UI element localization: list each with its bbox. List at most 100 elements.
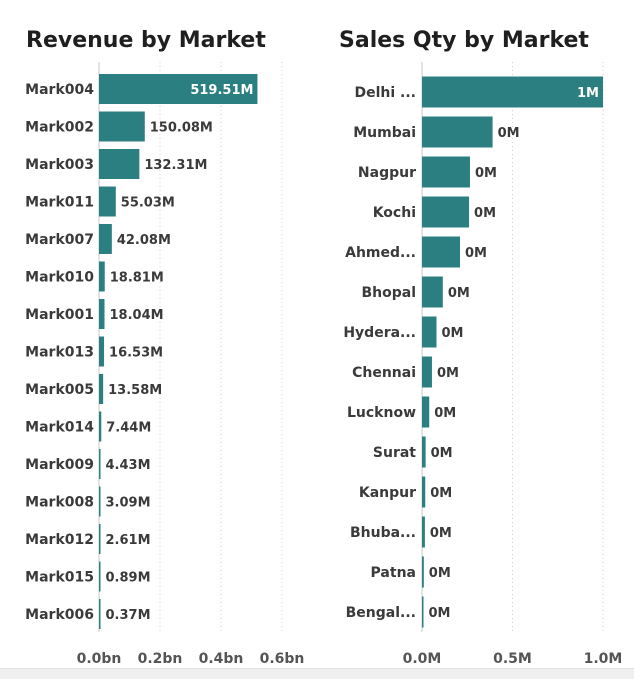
sales-qty-bar[interactable] (422, 276, 443, 308)
revenue-data-label: 2.61M (106, 533, 151, 548)
sales-qty-bar[interactable] (422, 156, 470, 188)
sales-qty-data-label: 0M (474, 206, 496, 221)
revenue-x-tick-label: 0.2bn (138, 651, 183, 667)
sales-qty-data-label: 0M (448, 286, 470, 301)
sales-qty-bar[interactable] (422, 116, 493, 148)
revenue-data-label: 18.04M (110, 308, 164, 323)
sales-qty-data-label: 0M (498, 126, 520, 141)
sales-qty-data-label: 0M (434, 406, 456, 421)
sales-qty-category-label: Mumbai (353, 125, 416, 141)
revenue-data-label: 4.43M (106, 458, 151, 473)
sales-qty-category-label: Bhuba... (350, 525, 416, 541)
revenue-x-tick-label: 0.6bn (260, 651, 305, 667)
revenue-category-label: Mark007 (25, 232, 94, 248)
sales-qty-category-label: Nagpur (358, 165, 416, 181)
revenue-data-label: 7.44M (106, 421, 151, 436)
sales-qty-category-label: Patna (371, 565, 416, 581)
revenue-bar[interactable] (99, 449, 101, 479)
revenue-data-label: 16.53M (109, 346, 163, 361)
revenue-bar[interactable] (99, 111, 145, 142)
revenue-bar[interactable] (99, 224, 112, 254)
revenue-bar[interactable] (99, 186, 116, 217)
sales-qty-data-label: 0M (430, 486, 452, 501)
sales-qty-category-label: Lucknow (347, 405, 416, 421)
revenue-x-tick-label: 0.0bn (77, 651, 122, 667)
revenue-data-label: 150.08M (150, 121, 213, 136)
revenue-data-label: 132.31M (144, 158, 207, 173)
revenue-category-label: Mark001 (25, 307, 94, 323)
sales-qty-data-label: 1M (577, 86, 599, 101)
revenue-data-label: 0.37M (106, 608, 151, 623)
sales-qty-category-label: Bengal... (346, 605, 416, 621)
revenue-bar[interactable] (99, 561, 101, 592)
sales-qty-bar[interactable] (422, 556, 424, 588)
sales-qty-bar[interactable] (422, 316, 437, 348)
sales-qty-bar[interactable] (422, 396, 430, 428)
sales-qty-data-label: 0M (475, 166, 497, 181)
bottom-scroll-strip (0, 668, 634, 679)
revenue-category-label: Mark015 (25, 570, 94, 586)
revenue-bar[interactable] (99, 524, 101, 554)
sales-qty-bar[interactable] (422, 476, 426, 508)
sales-qty-x-tick-label: 0.0M (403, 651, 442, 667)
sales-qty-x-tick-label: 0.5M (493, 651, 532, 667)
sales-qty-bar[interactable] (422, 596, 424, 628)
revenue-category-label: Mark011 (25, 195, 94, 211)
revenue-bar[interactable] (99, 336, 105, 367)
sales-qty-by-market-chart: Sales Qty by Market 0.0M 0.5M 1.0M Delhi ..… (339, 28, 622, 667)
sales-qty-data-label: 0M (441, 326, 463, 341)
revenue-category-label: Mark009 (25, 457, 94, 473)
sales-qty-data-label: 0M (437, 366, 459, 381)
revenue-category-label: Mark004 (25, 82, 94, 98)
revenue-x-tick-label: 0.4bn (199, 651, 244, 667)
revenue-category-label: Mark012 (25, 532, 94, 548)
sales-qty-category-label: Kanpur (359, 485, 416, 501)
sales-qty-bar[interactable] (422, 236, 461, 268)
sales-qty-data-label: 0M (465, 246, 487, 261)
revenue-category-label: Mark008 (25, 495, 94, 511)
revenue-category-label: Mark005 (25, 382, 94, 398)
revenue-bar[interactable] (99, 299, 105, 329)
sales-qty-category-label: Kochi (373, 205, 416, 221)
revenue-by-market-chart: Revenue by Market 0.0bn 0.2bn 0.4bn 0.6bn Ma… (25, 28, 304, 667)
sales-qty-category-label: Surat (373, 445, 416, 461)
revenue-category-label: Mark010 (25, 270, 94, 286)
revenue-data-label: 519.51M (190, 83, 253, 98)
revenue-category-label: Mark003 (25, 157, 94, 173)
revenue-category-label: Mark013 (25, 345, 94, 361)
sales-qty-x-tick-label: 1.0M (584, 651, 623, 667)
revenue-data-label: 55.03M (121, 196, 175, 211)
sales-qty-category-label: Hydera... (343, 325, 416, 341)
sales-qty-category-label: Delhi ... (354, 85, 416, 101)
revenue-chart-title: Revenue by Market (26, 28, 266, 53)
revenue-data-label: 3.09M (106, 496, 151, 511)
revenue-bar[interactable] (99, 261, 105, 292)
sales-qty-bar[interactable] (422, 516, 425, 548)
revenue-bar[interactable] (99, 374, 104, 404)
sales-qty-bar[interactable] (422, 356, 432, 388)
revenue-data-label: 0.89M (106, 571, 151, 586)
revenue-bar[interactable] (99, 74, 258, 104)
revenue-bar[interactable] (99, 486, 101, 517)
revenue-bar[interactable] (99, 599, 101, 629)
sales-qty-data-label: 0M (429, 566, 451, 581)
revenue-category-label: Mark006 (25, 607, 94, 623)
revenue-category-label: Mark014 (25, 420, 94, 436)
sales-qty-bar[interactable] (422, 76, 603, 108)
sales-qty-data-label: 0M (429, 606, 451, 621)
sales-qty-bar[interactable] (422, 196, 470, 228)
revenue-data-label: 18.81M (110, 271, 164, 286)
revenue-data-label: 42.08M (117, 233, 171, 248)
sales-qty-category-label: Ahmed... (345, 245, 416, 261)
revenue-bar[interactable] (99, 149, 140, 179)
revenue-bar[interactable] (99, 411, 102, 442)
sales-qty-chart-title: Sales Qty by Market (339, 28, 589, 53)
sales-qty-category-label: Chennai (352, 365, 416, 381)
revenue-data-label: 13.58M (108, 383, 162, 398)
sales-qty-data-label: 0M (430, 526, 452, 541)
sales-qty-bar[interactable] (422, 436, 426, 468)
sales-qty-category-label: Bhopal (361, 285, 416, 301)
sales-qty-data-label: 0M (431, 446, 453, 461)
revenue-category-label: Mark002 (25, 120, 94, 136)
